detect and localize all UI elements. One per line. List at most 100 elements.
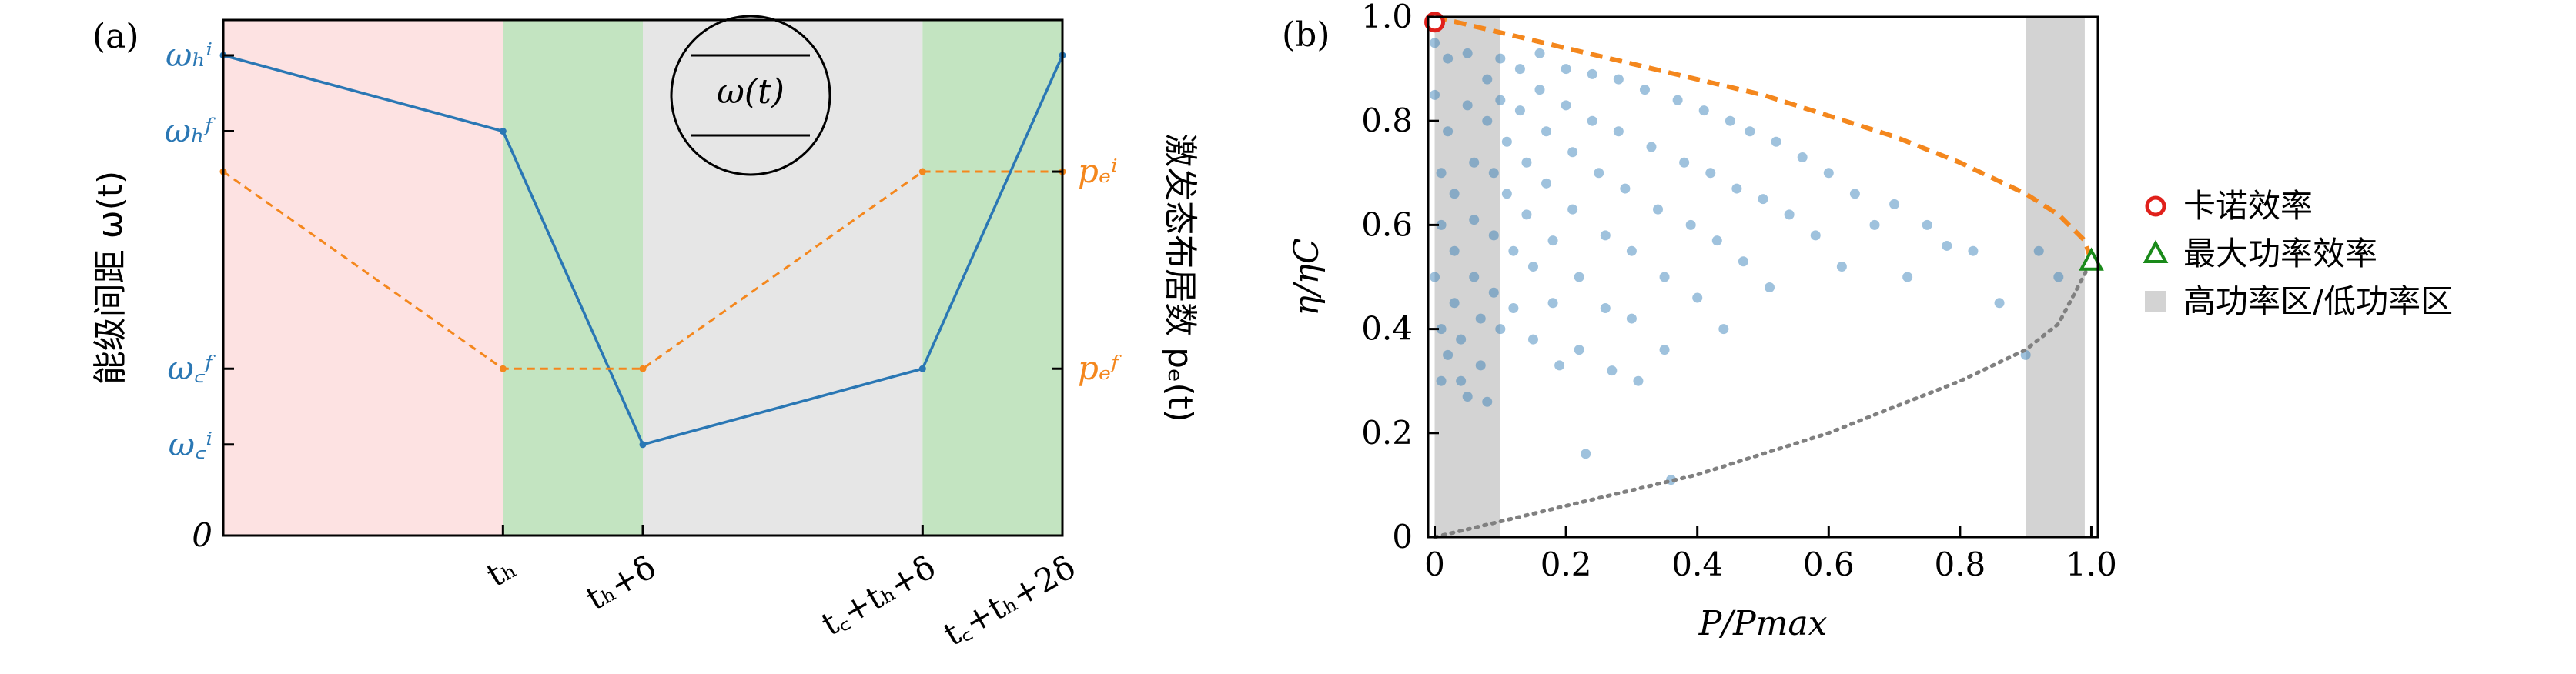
b-scatter-point-42	[1534, 48, 1545, 58]
a-x-tick-label-0: tₕ	[480, 548, 522, 594]
b-scatter-point-52	[1567, 204, 1578, 215]
a-series-point-1-3	[918, 168, 926, 175]
b-scatter-point-60	[1600, 303, 1611, 314]
a-region-2	[643, 20, 923, 536]
b-scatter-point-37	[1514, 105, 1525, 116]
b-scatter-point-3	[1436, 219, 1447, 230]
b-scatter-point-11	[1449, 245, 1460, 256]
b-scatter-point-49	[1561, 64, 1571, 75]
b-scatter-point-2	[1436, 168, 1447, 179]
b-scatter-point-81	[1718, 324, 1729, 335]
b-scatter-point-21	[1475, 313, 1486, 324]
b-scatter-point-18	[1469, 157, 1480, 168]
b-x-tick-label-1: 0.2	[1541, 546, 1592, 583]
b-scatter-point-92	[1823, 168, 1834, 179]
b-scatter-point-55	[1581, 449, 1591, 459]
b-bound-curves	[1433, 15, 2094, 539]
b-scatter-point-29	[1495, 324, 1506, 335]
b-scatter-point-24	[1482, 74, 1493, 85]
a-inset-diagram: ω(t)	[670, 15, 831, 176]
b-scatter-point-32	[1501, 136, 1512, 147]
b-scatter-point-103	[2033, 245, 2044, 256]
b-scatter-point-30	[1495, 53, 1506, 64]
b-scatter-point-46	[1547, 235, 1558, 246]
a-yl-tick-label-1: ωₕᶠ	[165, 112, 216, 150]
b-scatter-point-74	[1672, 95, 1683, 105]
a-series-point-0-1	[499, 128, 507, 135]
b-scatter-point-14	[1456, 375, 1467, 386]
b-scatter-point-78	[1698, 105, 1709, 116]
b-scatter-point-33	[1501, 189, 1512, 199]
a-series-point-0-2	[639, 441, 647, 449]
b-scatter-point-70	[1653, 204, 1664, 215]
b-scatter-point-85	[1745, 126, 1755, 137]
b-scatter-point-53	[1574, 272, 1584, 282]
b-scatter-point-19	[1469, 215, 1480, 225]
b-scatter-point-97	[1902, 272, 1913, 282]
a-inset-circle	[670, 15, 831, 176]
b-scatter-point-57	[1587, 115, 1597, 126]
b-scatter-point-45	[1541, 178, 1552, 189]
b-scatter-point-89	[1784, 209, 1795, 220]
b-shaded-region-1	[2026, 17, 2085, 537]
a-x-tick-label-3: t꜀+tₕ+2δ	[937, 548, 1082, 653]
b-scatter-points	[1430, 38, 2064, 485]
b-scatter-point-35	[1508, 303, 1519, 314]
b-scatter-point-34	[1508, 245, 1519, 256]
b-ylabel: η/ηC	[1287, 238, 1326, 315]
b-scatter-point-17	[1462, 100, 1473, 111]
b-special-markers	[1424, 12, 2104, 271]
a-yr-tick-label-0: pₑⁱ	[1078, 152, 1118, 190]
b-scatter-point-86	[1758, 194, 1768, 205]
a-yl-tick-label-2: ω꜀ᶠ	[167, 349, 216, 387]
b-scatter-point-4	[1430, 272, 1440, 282]
b-scatter-point-100	[1968, 245, 1979, 256]
legend-label-1: 最大功率效率	[2183, 235, 2377, 272]
b-marker-max-power	[2079, 247, 2104, 271]
b-scatter-point-96	[1889, 199, 1900, 209]
b-scatter-point-65	[1626, 245, 1637, 256]
b-scatter-point-22	[1475, 360, 1486, 371]
b-scatter-point-27	[1488, 230, 1499, 241]
a-region-1	[503, 20, 643, 536]
a-x-tick-label-1: tₕ+δ	[580, 548, 662, 617]
b-scatter-point-6	[1443, 349, 1454, 360]
b-scatter-point-15	[1462, 391, 1473, 402]
b-scatter-point-5	[1436, 324, 1447, 335]
b-scatter-point-7	[1436, 375, 1447, 386]
b-scatter-point-40	[1527, 261, 1538, 272]
b-y-tick-label-0: 0	[1392, 518, 1413, 556]
b-y-tick-label-4: 0.8	[1361, 102, 1413, 139]
a-series-point-0-3	[918, 365, 926, 372]
a-yl-tick-label-3: ω꜀ⁱ	[169, 425, 212, 463]
b-scatter-point-59	[1600, 230, 1611, 241]
a-inset-label: ω(t)	[717, 72, 785, 112]
b-scatter-point-66	[1626, 313, 1637, 324]
b-scatter-point-16	[1462, 48, 1473, 58]
a-region-0	[223, 20, 503, 536]
b-axes: 0 0.2 0.4 0.6 0.8 1.0 0 0.2 0.4 0.6 0.8 1.0	[1361, 0, 2117, 583]
b-x-tick-label-5: 1.0	[2066, 546, 2117, 583]
b-scatter-point-99	[1942, 240, 1952, 251]
b-scatter-point-83	[1731, 183, 1742, 194]
b-scatter-point-76	[1685, 219, 1696, 230]
b-x-tick-label-4: 0.8	[1934, 546, 1986, 583]
a-yl-tick-label-0: ωₕⁱ	[166, 36, 212, 74]
b-scatter-point-72	[1659, 345, 1670, 355]
b-scatter-point-104	[2053, 272, 2064, 282]
b-scatter-point-98	[1922, 219, 1932, 230]
b-scatter-point-25	[1482, 115, 1493, 126]
b-scatter-point-68	[1639, 85, 1650, 95]
b-scatter-point-1	[1430, 89, 1440, 100]
b-scatter-point-82	[1725, 115, 1735, 126]
b-scatter-point-8	[1443, 53, 1454, 64]
b-scatter-point-75	[1679, 157, 1690, 168]
b-scatter-point-47	[1547, 298, 1558, 309]
b-scatter-point-61	[1607, 365, 1618, 376]
b-upper-bound-curve	[1434, 15, 2094, 262]
b-scatter-point-95	[1869, 219, 1880, 230]
b-scatter-point-44	[1541, 126, 1552, 137]
a-panel-label: (a)	[92, 17, 139, 56]
b-shaded-region-0	[1434, 17, 1500, 537]
